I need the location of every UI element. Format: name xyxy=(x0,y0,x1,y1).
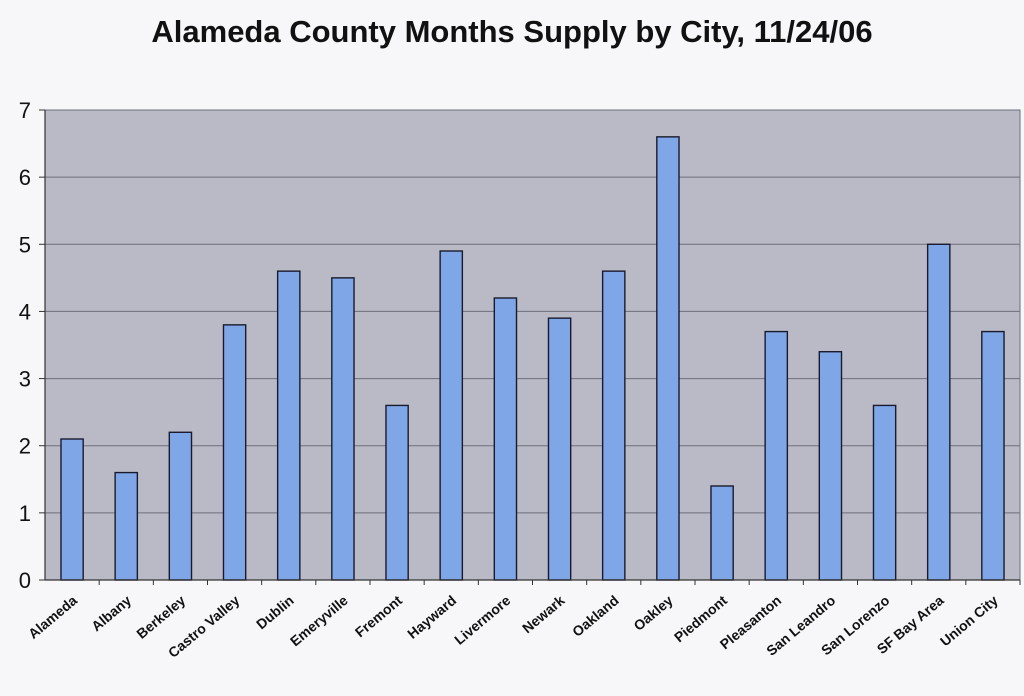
gridlines xyxy=(45,109,1020,514)
y-tick-label: 1 xyxy=(19,501,31,526)
y-tick-label: 2 xyxy=(19,434,31,459)
x-tick-label-hayward: Hayward xyxy=(404,592,459,642)
bar-emeryville xyxy=(331,277,355,581)
bar-livermore xyxy=(493,297,518,581)
y-tick-label: 3 xyxy=(19,367,31,392)
bar-newark xyxy=(547,317,572,581)
bars xyxy=(60,136,1005,581)
x-tick-label-livermore: Livermore xyxy=(451,592,513,648)
chart-title: Alameda County Months Supply by City, 11… xyxy=(151,14,873,49)
bar-san-leandro xyxy=(818,351,843,581)
y-tick-label: 5 xyxy=(19,232,31,257)
x-tick-label-alameda: Alameda xyxy=(25,592,80,642)
x-tick-label-fremont: Fremont xyxy=(352,592,405,640)
bar-san-lorenzo xyxy=(872,404,897,581)
x-tick-label-emeryville: Emeryville xyxy=(287,592,351,649)
y-tick-label: 4 xyxy=(19,299,31,324)
x-tick-label-oakland: Oakland xyxy=(569,592,622,640)
bar-sf-bay-area xyxy=(926,243,951,581)
y-tick-label: 7 xyxy=(19,98,31,123)
x-tick-label-newark: Newark xyxy=(519,592,568,636)
bar-oakland xyxy=(601,270,626,581)
y-tick-label: 0 xyxy=(19,568,31,593)
x-tick-label-albany: Albany xyxy=(88,592,134,634)
bar-oakley xyxy=(656,136,680,581)
y-tick-labels: 0 1 2 3 4 5 6 7 xyxy=(19,98,45,593)
bar-hayward xyxy=(439,250,464,581)
bar-fremont xyxy=(385,404,409,581)
bar-piedmont xyxy=(710,485,734,581)
bar-albany xyxy=(114,471,139,581)
x-tick-label-dublin: Dublin xyxy=(253,592,297,632)
x-tick-label-oakley: Oakley xyxy=(630,592,676,634)
x-tick-label-berkeley: Berkeley xyxy=(133,592,188,642)
y-tick-label: 6 xyxy=(19,165,31,190)
bar-alameda xyxy=(60,438,84,581)
x-tick-label-union-city: Union City xyxy=(937,592,1001,649)
bar-union-city xyxy=(981,330,1005,581)
bar-castro-valley xyxy=(222,324,247,581)
bar-pleasanton xyxy=(764,330,789,581)
plot-area xyxy=(44,109,1021,581)
bar-berkeley xyxy=(168,431,193,581)
bar-dublin xyxy=(276,270,301,581)
